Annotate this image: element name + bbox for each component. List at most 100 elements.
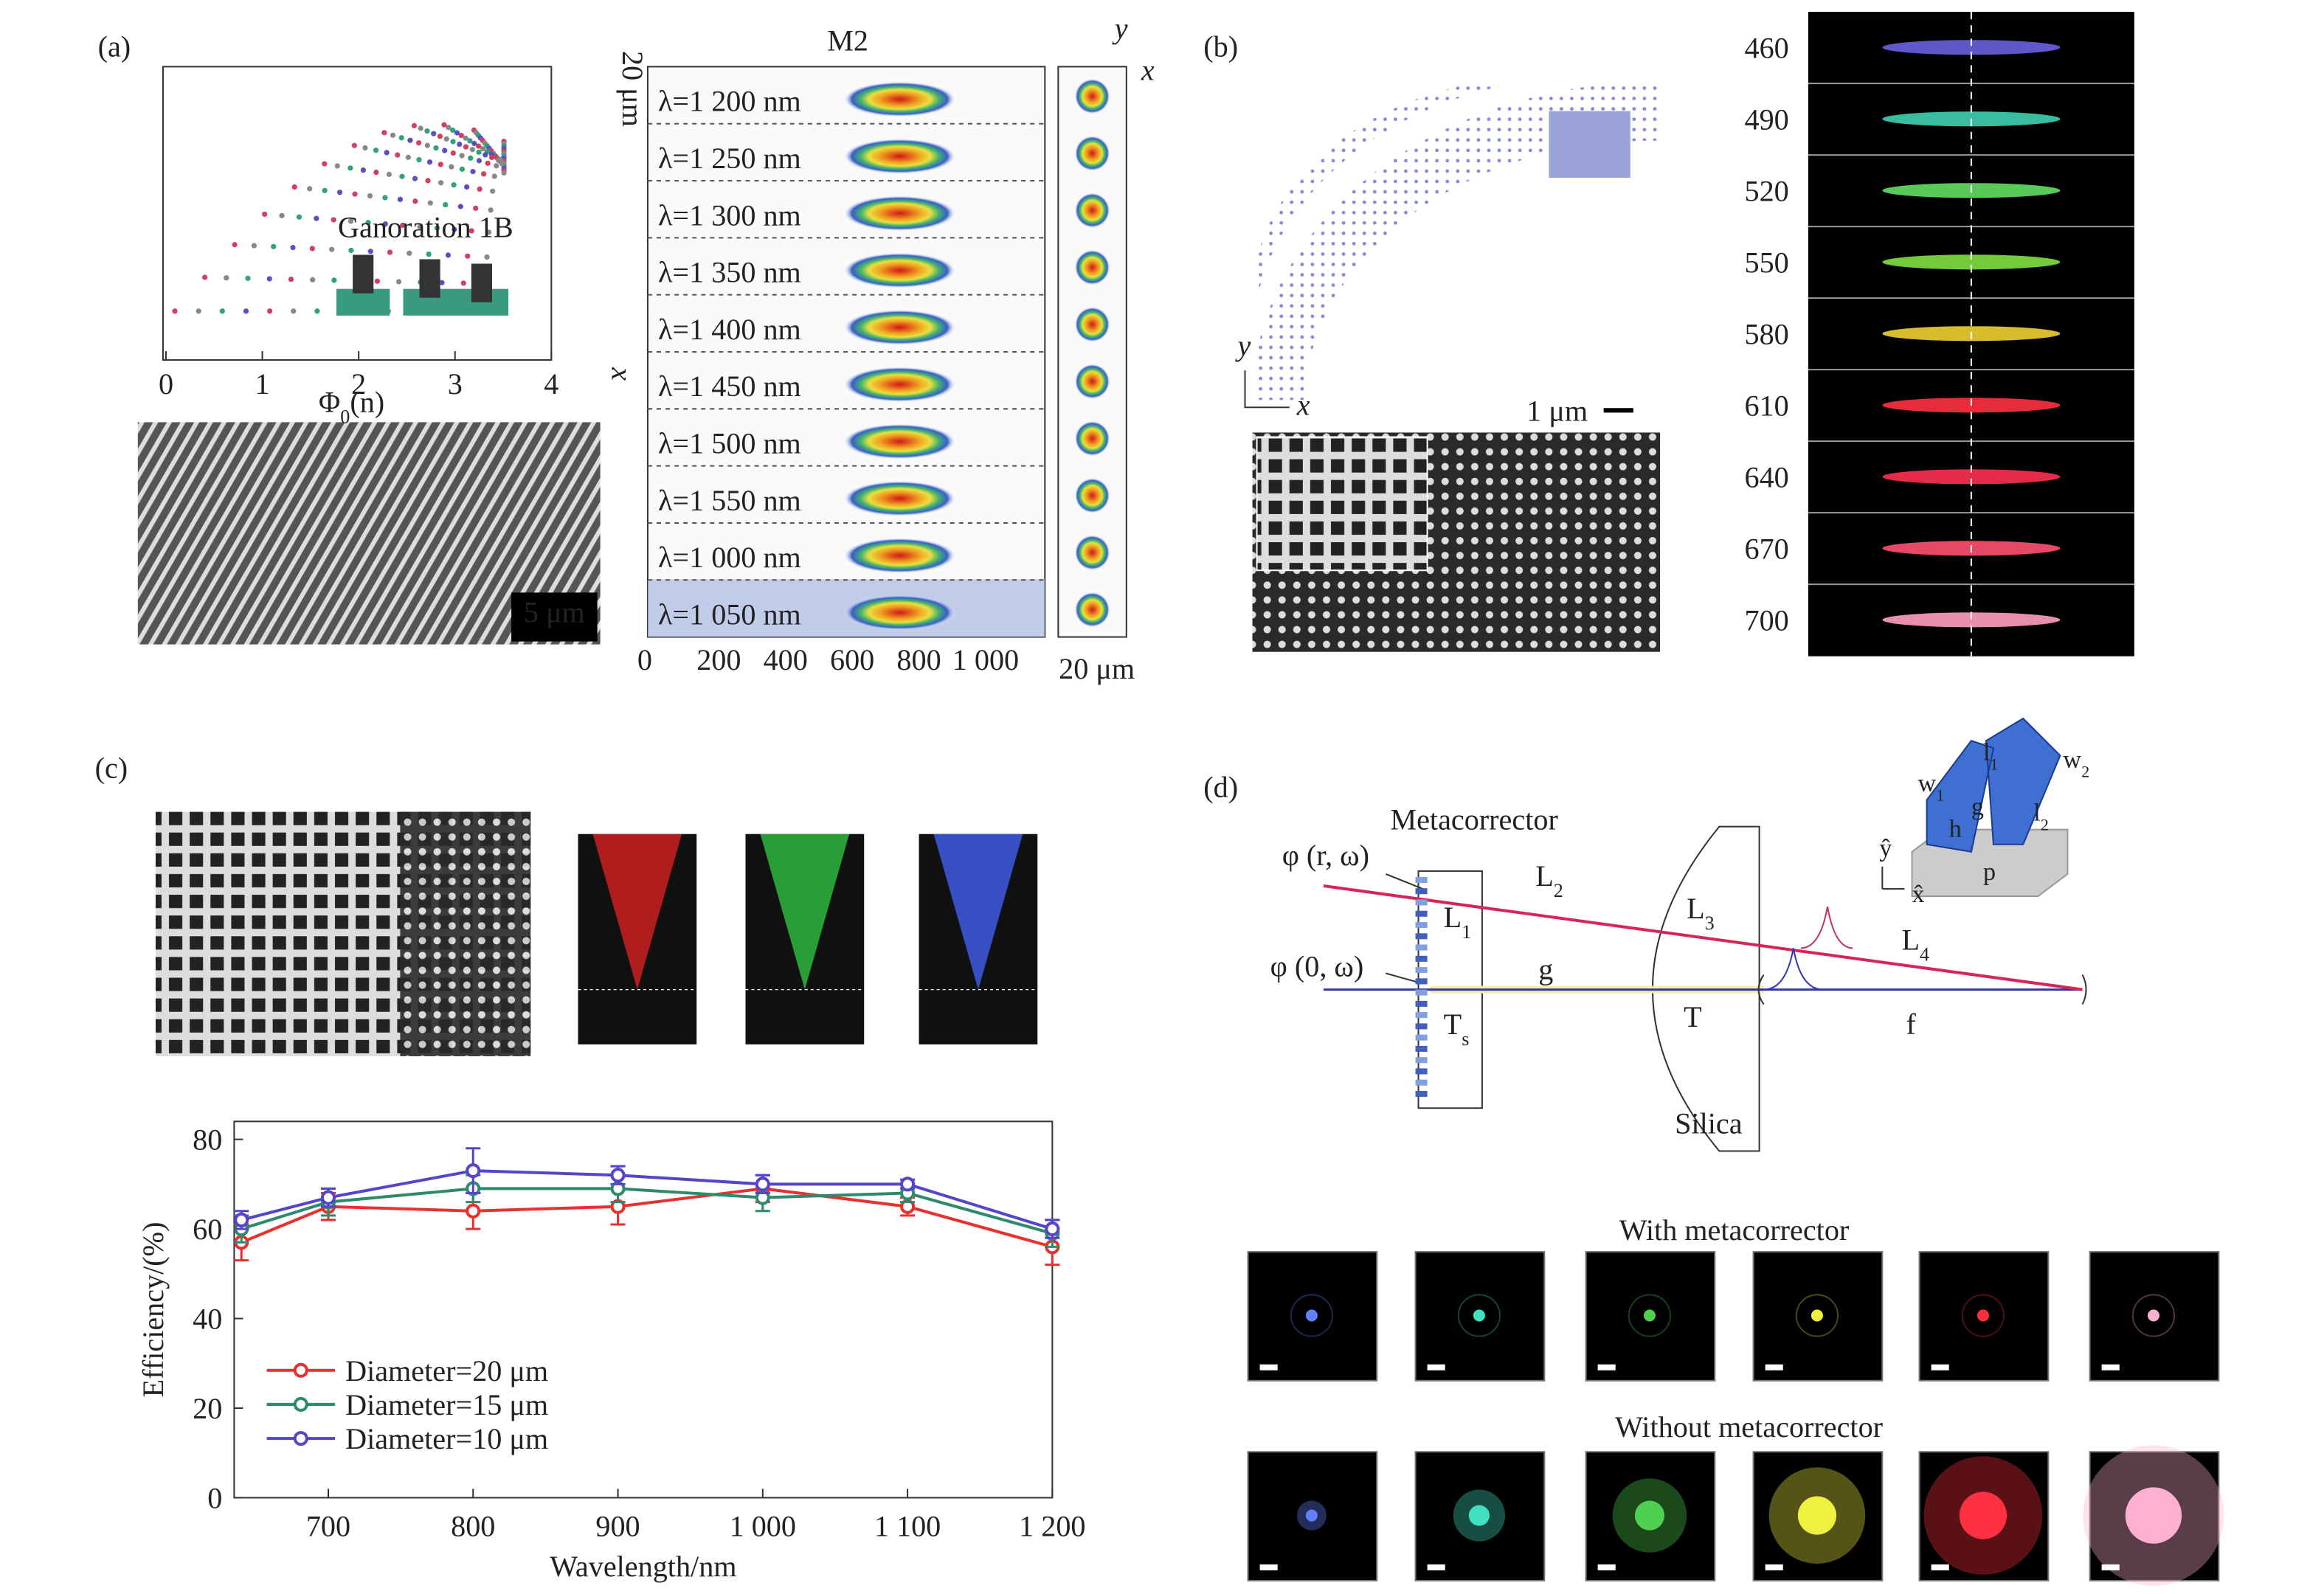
label: h (1949, 816, 1962, 843)
ray (1323, 884, 2083, 991)
scatter-dot (382, 195, 388, 201)
label-sub: 0 (340, 406, 350, 427)
focus-cone (933, 834, 1023, 990)
label: Silica (1675, 1106, 1743, 1140)
meta-pixel (1415, 989, 1428, 996)
scatter-dot (314, 308, 320, 314)
label-sub: 2 (2081, 762, 2089, 780)
meta-pixel (1415, 933, 1428, 940)
scatter-dot (427, 200, 433, 206)
label: (a) (98, 30, 131, 63)
scatter-dot (307, 186, 313, 192)
scatter-dot (352, 191, 358, 197)
pointer (1385, 873, 1423, 890)
scatter-dot (245, 275, 251, 281)
scatter-dot (271, 243, 277, 249)
scatter-dot (347, 218, 354, 224)
scatter-dot (296, 214, 302, 220)
wavelength-label: 550 (1745, 246, 1789, 279)
scatter-dot (467, 138, 473, 144)
scatter-dot (451, 182, 457, 188)
spot (1074, 306, 1110, 342)
spot (843, 538, 956, 574)
scatter-dot (484, 254, 490, 260)
spot (843, 309, 956, 345)
scatter-dot (477, 186, 483, 192)
x-tick-label: 1 100 (874, 1510, 941, 1543)
meta-pixel (1415, 978, 1428, 985)
spot (1074, 193, 1110, 229)
label: Φ0(n) (319, 385, 384, 426)
scatter-dot (367, 193, 373, 199)
scatter-dot (488, 207, 494, 213)
focal-spot (1305, 1509, 1318, 1522)
row-label: λ=1 200 nm (658, 85, 801, 118)
x-tick-label: 800 (451, 1510, 495, 1543)
scatter-dot (460, 280, 466, 286)
focal-spot (1305, 1309, 1318, 1322)
row-label: λ=1 550 nm (658, 484, 801, 517)
label-sub: 2 (1554, 880, 1563, 901)
data-point (900, 1177, 916, 1192)
meta-pixel (1415, 1000, 1428, 1007)
wavelength-label: 670 (1745, 532, 1789, 565)
label-main: l (2033, 800, 2040, 827)
axis-label: x (1141, 53, 1155, 86)
scatter-dot (267, 308, 273, 314)
scatter-dot (469, 147, 475, 153)
focal-spot (1797, 1496, 1837, 1535)
data-point (755, 1177, 770, 1192)
scatter-dot (424, 128, 430, 134)
label-main: h (1949, 816, 1962, 843)
axis-label: y (1112, 12, 1128, 45)
scatter-dot (488, 154, 495, 161)
x-tick-label: 600 (830, 643, 874, 676)
row-label: λ=1 000 nm (658, 541, 801, 574)
scatter-dot (407, 250, 412, 256)
x-axis-label: Wavelength/nm (550, 1550, 736, 1583)
meta-pixel (1415, 1057, 1428, 1064)
label-main: Φ (319, 385, 340, 418)
focal-streak (1882, 612, 2061, 628)
scatter-dot (449, 164, 454, 170)
focal-spot (1468, 1505, 1490, 1526)
spot (1074, 420, 1110, 457)
label-sub: 1 (1462, 921, 1471, 943)
label-main: L (1535, 859, 1554, 893)
scatter-dot (485, 160, 491, 166)
axis-label: x (1296, 388, 1310, 421)
scale-bar: 5 μm (524, 596, 585, 629)
scatter-dot (490, 188, 496, 194)
row-label: λ=1 400 nm (658, 313, 801, 346)
label: f (1906, 1008, 1916, 1041)
legend-label: Diameter=10 μm (345, 1422, 548, 1455)
x-tick-label: 1 (255, 367, 270, 401)
y-tick-label: 60 (193, 1213, 222, 1246)
scatter-dot (348, 247, 354, 254)
meta-pixel (1415, 1079, 1428, 1086)
meta-pixel (1415, 1012, 1428, 1019)
plot-frame (233, 1120, 1054, 1499)
row-label: λ=1 350 nm (658, 256, 801, 289)
scatter-dot (415, 140, 422, 146)
label-sub: 1 (1990, 755, 1998, 773)
scatter-dot (470, 168, 476, 175)
plot-frame (162, 66, 553, 361)
scatter-dot (445, 252, 452, 258)
x-tick-label: 1 200 (1019, 1510, 1085, 1543)
spot (843, 595, 956, 631)
label: L2 (1535, 859, 1563, 901)
spot (1074, 535, 1110, 571)
scatter-dot (438, 180, 444, 186)
scale-bar (1931, 1564, 1949, 1570)
y-tick-label: 0 (207, 1482, 222, 1515)
scatter-dot (473, 205, 479, 211)
label: p (1983, 859, 1996, 886)
scatter-dot (483, 152, 488, 158)
scatter-dot (397, 196, 404, 202)
pillar (471, 263, 492, 302)
scatter-dot (395, 279, 402, 285)
scatter-dot (386, 171, 392, 177)
label-main: L (1444, 901, 1462, 934)
spot (1074, 477, 1110, 513)
